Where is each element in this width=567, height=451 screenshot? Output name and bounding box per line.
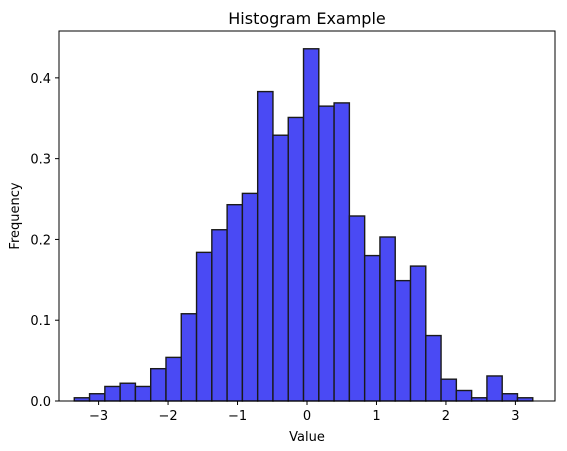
x-tick-label: 3 (511, 409, 519, 424)
x-tick-label: 0 (303, 409, 311, 424)
y-tick-label: 0.4 (30, 72, 51, 87)
histogram-bar (165, 356, 182, 402)
histogram-bar (149, 367, 167, 402)
histogram-bar (425, 334, 442, 402)
histogram-bar (455, 389, 473, 402)
histogram-bar (226, 203, 244, 402)
histogram-bar (241, 192, 259, 402)
histogram-bar (333, 102, 351, 402)
x-tick-label: −1 (228, 409, 247, 424)
chart-title: Histogram Example (228, 9, 386, 28)
bars-group (73, 48, 534, 402)
y-tick-label: 0.3 (30, 153, 51, 168)
histogram-bar (134, 385, 152, 402)
x-tick-label: −2 (158, 409, 177, 424)
histogram-bar (302, 48, 320, 402)
histogram-bar (394, 279, 412, 402)
histogram-bar (211, 229, 228, 402)
y-tick-label: 0.2 (30, 233, 51, 248)
histogram-bar (104, 385, 121, 402)
histogram-bar (409, 265, 427, 402)
plot-frame (58, 30, 556, 402)
histogram-bar (363, 254, 381, 402)
y-axis-label: Frequency (8, 182, 23, 249)
y-tick-label: 0.0 (30, 395, 51, 410)
histogram-bar (287, 116, 305, 402)
histogram-bar (440, 378, 458, 402)
histogram-bar (195, 251, 213, 402)
histogram-bar (272, 134, 289, 402)
histogram-bar (180, 313, 198, 402)
x-tick-label: 2 (442, 409, 450, 424)
x-tick-label: −3 (89, 409, 108, 424)
histogram-bar (379, 236, 396, 402)
x-axis-label: Value (289, 430, 325, 445)
histogram-bar (256, 90, 274, 402)
x-tick-label: 1 (372, 409, 380, 424)
x-axis-ticks: −3 −2 −1 0 1 2 3 (89, 401, 520, 424)
histogram-bar (486, 375, 503, 402)
histogram-bar (501, 393, 519, 402)
y-tick-label: 0.1 (30, 314, 51, 329)
histogram-bar (119, 382, 137, 402)
histogram-bar (348, 215, 366, 402)
y-axis-ticks: 0.0 0.1 0.2 0.3 0.4 (30, 72, 59, 410)
histogram-bar (88, 393, 106, 402)
histogram-bar (318, 105, 335, 402)
